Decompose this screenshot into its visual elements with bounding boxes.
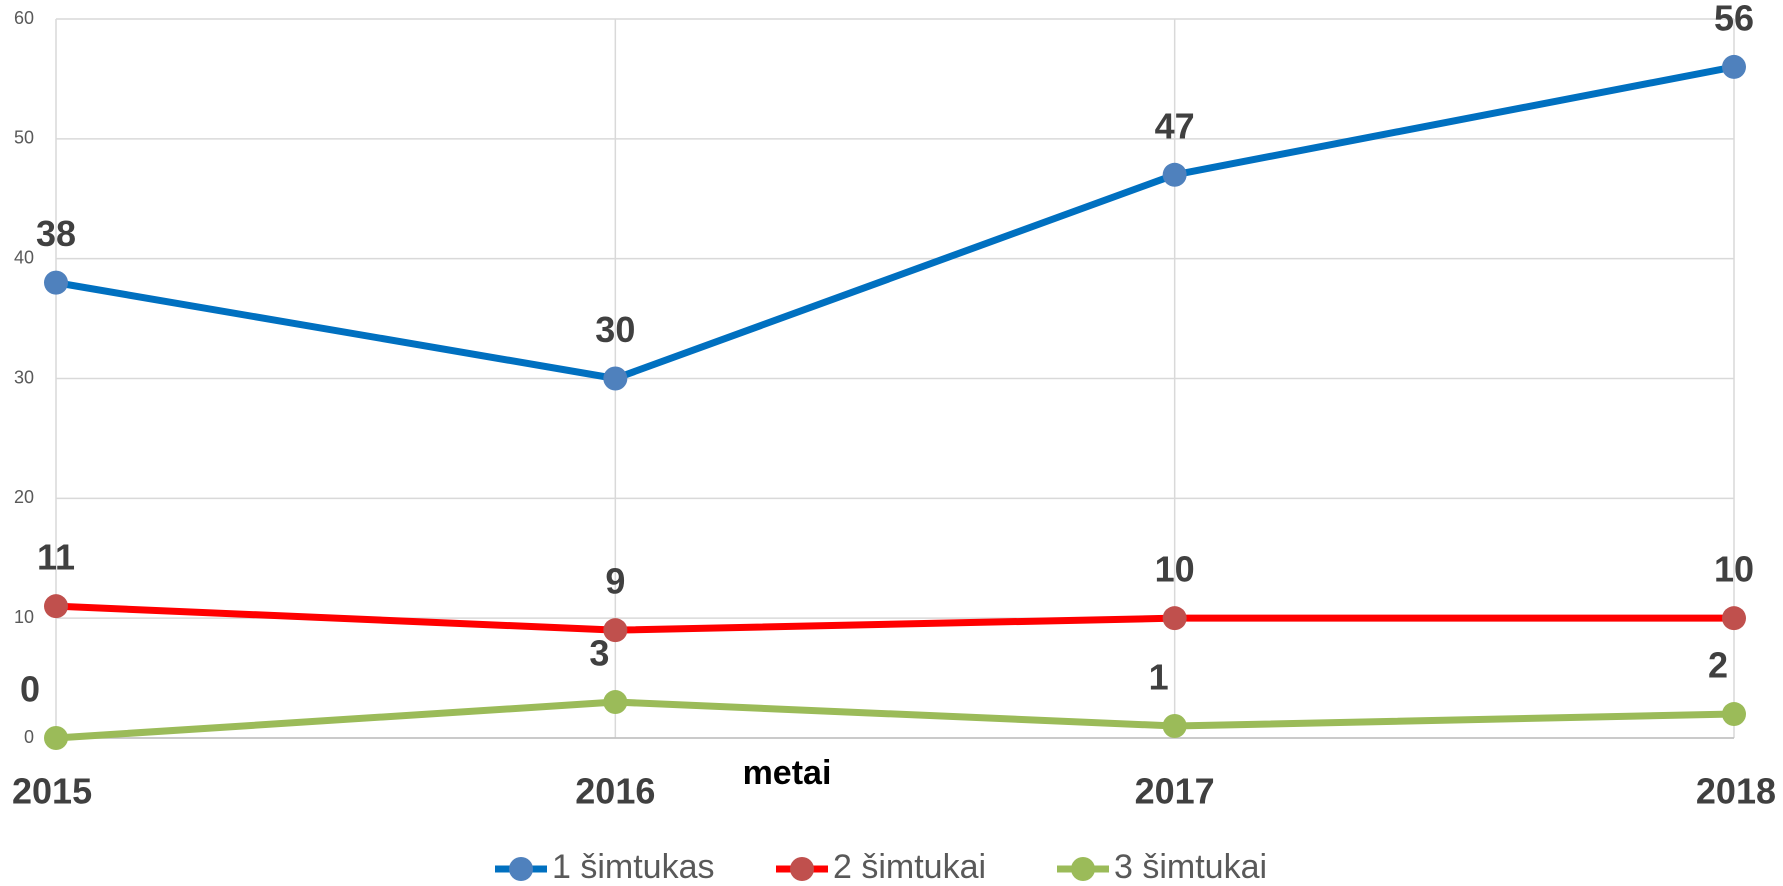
- data-label: 56: [1714, 0, 1754, 38]
- y-tick-label: 30: [14, 367, 34, 387]
- data-point: [44, 594, 68, 619]
- x-tick-label: 2017: [1135, 771, 1215, 812]
- data-point: [1162, 714, 1187, 739]
- x-tick-label: 2015: [12, 771, 92, 812]
- legend-label: 2 šimtukai: [833, 848, 986, 886]
- data-label: 1: [1149, 657, 1169, 698]
- legend-label: 1 šimtukas: [552, 848, 715, 886]
- y-tick-label: 50: [14, 128, 34, 148]
- data-label: 9: [605, 561, 625, 602]
- data-label: 11: [37, 537, 75, 578]
- data-point: [1722, 606, 1746, 631]
- legend-marker: [1071, 857, 1095, 881]
- y-tick-label: 20: [14, 487, 34, 507]
- data-point: [1162, 606, 1187, 631]
- y-tick-label: 60: [14, 8, 34, 28]
- data-label: 10: [1155, 549, 1195, 590]
- data-point: [1722, 54, 1746, 79]
- data-label: 30: [595, 309, 635, 350]
- data-point: [44, 270, 68, 295]
- data-label: 2: [1708, 645, 1728, 686]
- data-label: 10: [1714, 549, 1754, 590]
- data-label: 47: [1155, 105, 1195, 146]
- y-tick-label: 10: [14, 607, 34, 627]
- data-label: 3: [589, 633, 609, 674]
- series-line: [55, 602, 1734, 634]
- legend-label: 3 šimtukai: [1114, 848, 1267, 886]
- data-label: 0: [20, 669, 40, 710]
- data-point: [603, 690, 628, 715]
- data-point: [603, 618, 628, 643]
- data-point: [1162, 162, 1187, 187]
- series-line: [55, 698, 1735, 742]
- data-label: 38: [36, 213, 76, 254]
- legend-marker: [790, 857, 814, 881]
- legend-marker: [509, 857, 533, 881]
- x-axis-label: metai: [743, 754, 832, 792]
- x-tick-label: 2016: [575, 771, 655, 812]
- y-tick-label: 40: [14, 247, 34, 267]
- series-line: [55, 63, 1735, 382]
- x-tick-label: 2018: [1696, 771, 1776, 812]
- data-point: [1722, 702, 1746, 727]
- data-point: [603, 366, 628, 391]
- y-tick-label: 0: [24, 727, 34, 747]
- data-point: [44, 726, 68, 750]
